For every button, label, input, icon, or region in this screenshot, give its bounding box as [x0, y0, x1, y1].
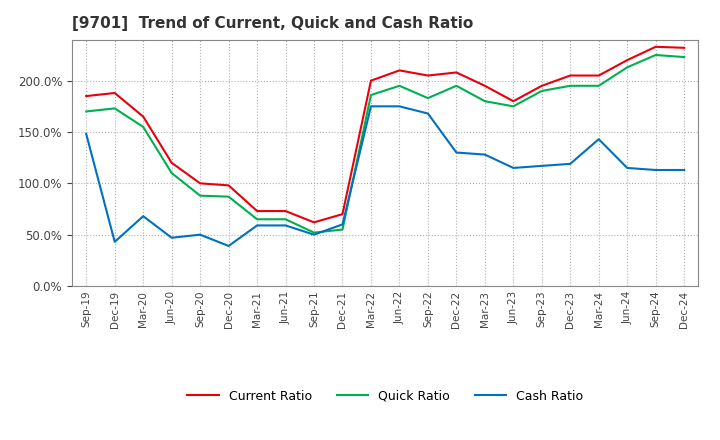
Current Ratio — [310, 220, 318, 225]
Current Ratio — [253, 209, 261, 214]
Current Ratio — [423, 73, 432, 78]
Line: Cash Ratio: Cash Ratio — [86, 106, 684, 246]
Current Ratio — [110, 90, 119, 95]
Quick Ratio — [167, 170, 176, 176]
Quick Ratio — [566, 83, 575, 88]
Quick Ratio — [623, 65, 631, 70]
Cash Ratio — [652, 167, 660, 172]
Cash Ratio — [623, 165, 631, 171]
Quick Ratio — [196, 193, 204, 198]
Cash Ratio — [82, 132, 91, 137]
Current Ratio — [566, 73, 575, 78]
Quick Ratio — [423, 95, 432, 101]
Cash Ratio — [225, 243, 233, 249]
Quick Ratio — [225, 194, 233, 199]
Quick Ratio — [310, 230, 318, 235]
Current Ratio — [395, 68, 404, 73]
Current Ratio — [338, 212, 347, 217]
Quick Ratio — [139, 124, 148, 129]
Quick Ratio — [253, 216, 261, 222]
Current Ratio — [537, 83, 546, 88]
Line: Current Ratio: Current Ratio — [86, 47, 684, 222]
Cash Ratio — [282, 223, 290, 228]
Current Ratio — [452, 70, 461, 75]
Text: [9701]  Trend of Current, Quick and Cash Ratio: [9701] Trend of Current, Quick and Cash … — [72, 16, 473, 32]
Quick Ratio — [282, 216, 290, 222]
Current Ratio — [196, 181, 204, 186]
Cash Ratio — [338, 222, 347, 227]
Cash Ratio — [680, 167, 688, 172]
Current Ratio — [509, 99, 518, 104]
Quick Ratio — [366, 92, 375, 98]
Quick Ratio — [395, 83, 404, 88]
Current Ratio — [282, 209, 290, 214]
Line: Quick Ratio: Quick Ratio — [86, 55, 684, 233]
Quick Ratio — [680, 55, 688, 60]
Quick Ratio — [652, 52, 660, 58]
Cash Ratio — [196, 232, 204, 237]
Cash Ratio — [253, 223, 261, 228]
Cash Ratio — [139, 213, 148, 219]
Current Ratio — [652, 44, 660, 49]
Cash Ratio — [566, 161, 575, 166]
Quick Ratio — [537, 88, 546, 94]
Current Ratio — [225, 183, 233, 188]
Cash Ratio — [110, 239, 119, 245]
Current Ratio — [167, 160, 176, 165]
Quick Ratio — [595, 83, 603, 88]
Current Ratio — [680, 45, 688, 51]
Cash Ratio — [366, 104, 375, 109]
Cash Ratio — [537, 163, 546, 169]
Current Ratio — [82, 93, 91, 99]
Quick Ratio — [338, 227, 347, 232]
Cash Ratio — [452, 150, 461, 155]
Cash Ratio — [509, 165, 518, 171]
Cash Ratio — [423, 111, 432, 116]
Current Ratio — [480, 83, 489, 88]
Quick Ratio — [110, 106, 119, 111]
Current Ratio — [366, 78, 375, 83]
Quick Ratio — [82, 109, 91, 114]
Quick Ratio — [480, 99, 489, 104]
Cash Ratio — [395, 104, 404, 109]
Current Ratio — [139, 114, 148, 119]
Cash Ratio — [480, 152, 489, 157]
Cash Ratio — [310, 232, 318, 237]
Quick Ratio — [509, 104, 518, 109]
Cash Ratio — [167, 235, 176, 240]
Current Ratio — [595, 73, 603, 78]
Quick Ratio — [452, 83, 461, 88]
Current Ratio — [623, 58, 631, 63]
Cash Ratio — [595, 136, 603, 142]
Legend: Current Ratio, Quick Ratio, Cash Ratio: Current Ratio, Quick Ratio, Cash Ratio — [182, 385, 588, 408]
